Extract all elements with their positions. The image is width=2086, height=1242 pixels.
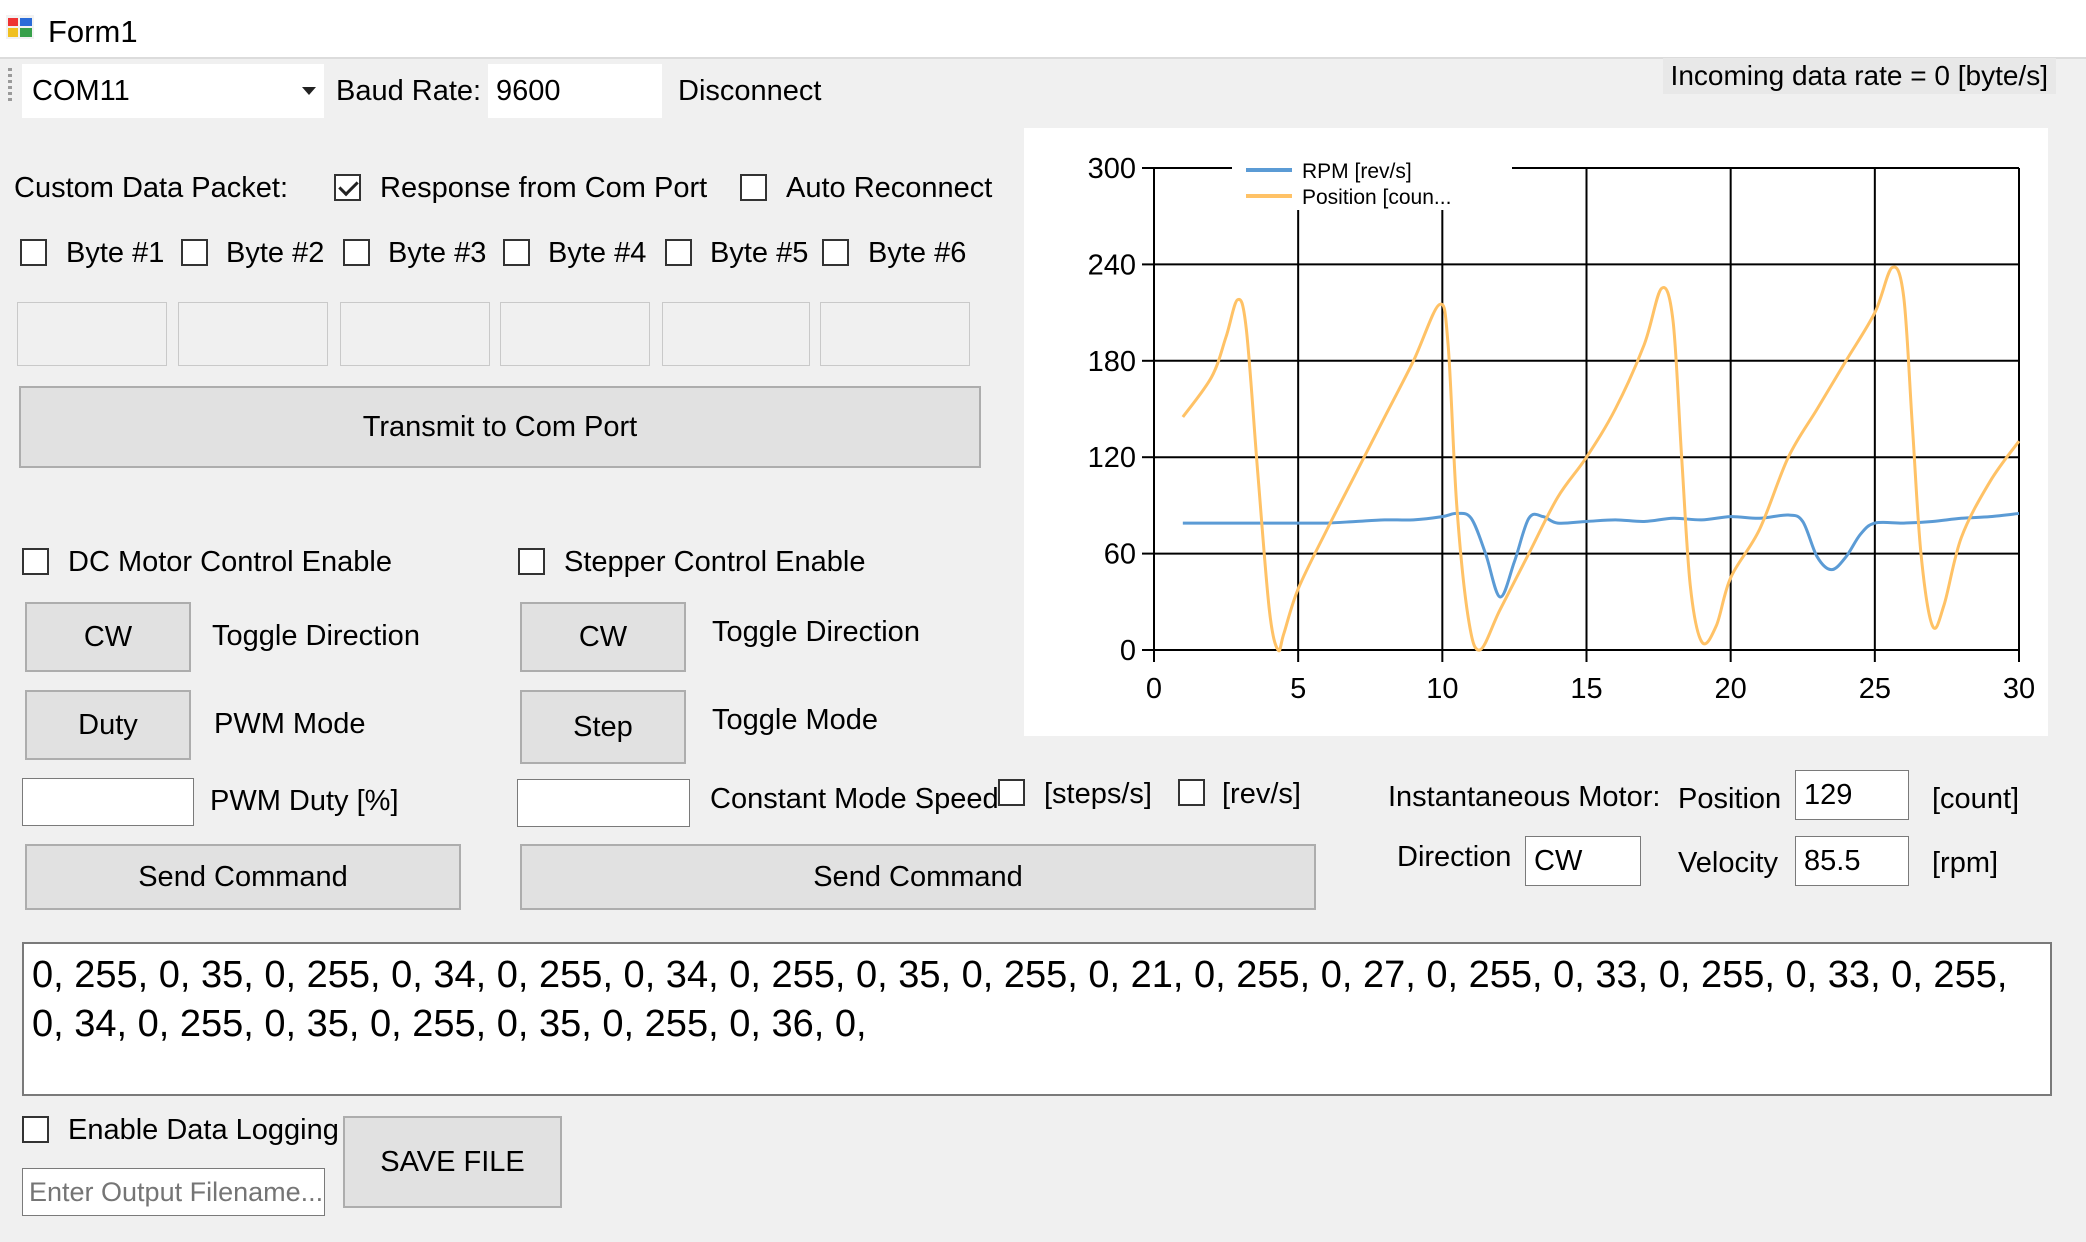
byte-1-label: Byte #1 <box>66 237 165 269</box>
velocity-readout: 85.5 <box>1795 836 1909 886</box>
byte-2-checkbox[interactable] <box>181 239 208 266</box>
byte-1-input[interactable] <box>17 302 167 366</box>
chevron-down-icon[interactable] <box>302 87 316 95</box>
constant-mode-speed-label: Constant Mode Speed <box>710 783 999 815</box>
enable-logging-checkbox[interactable] <box>22 1116 49 1143</box>
transmit-button[interactable]: Transmit to Com Port <box>19 386 981 468</box>
x-tick-label: 5 <box>1290 673 1306 705</box>
stepper-send-command-button[interactable]: Send Command <box>520 844 1316 910</box>
stepper-enable-checkbox[interactable] <box>518 548 545 575</box>
window-title: Form1 <box>48 14 138 49</box>
series-line-0 <box>1182 511 2020 599</box>
y-tick-label: 240 <box>1088 249 1136 281</box>
byte-5-label: Byte #5 <box>710 237 809 269</box>
byte-6-input[interactable] <box>820 302 970 366</box>
instantaneous-motor-label: Instantaneous Motor: <box>1388 781 1661 813</box>
byte-3-label: Byte #3 <box>388 237 487 269</box>
steps-per-second-checkbox[interactable] <box>998 779 1025 806</box>
toggle-mode-label: Toggle Mode <box>712 704 879 736</box>
incoming-data-rate-label: Incoming data rate = 0 [byte/s] <box>1662 58 2056 94</box>
y-tick-label: 120 <box>1088 442 1136 474</box>
motor-chart: 0 60 120 180 240 300 0 5 10 15 20 25 30 RPM [rev/s] Po… <box>1088 150 2035 705</box>
byte-4-label: Byte #4 <box>548 237 647 269</box>
title-bar: Form1 <box>0 0 2086 58</box>
custom-data-packet-label: Custom Data Packet: <box>14 172 288 204</box>
y-tick-label: 60 <box>1104 539 1136 571</box>
stepper-cw-button[interactable]: CW <box>520 602 686 672</box>
toolstrip-grip-icon[interactable] <box>8 68 12 104</box>
pwm-duty-label: PWM Duty [%] <box>210 785 399 817</box>
direction-readout: CW <box>1525 836 1641 886</box>
rev-per-second-checkbox[interactable] <box>1178 779 1205 806</box>
x-tick-label: 15 <box>1570 673 1602 705</box>
byte-6-label: Byte #6 <box>868 237 967 269</box>
output-filename-input[interactable] <box>22 1168 325 1216</box>
dc-enable-label: DC Motor Control Enable <box>68 546 392 578</box>
com-port-dropdown[interactable]: COM11 <box>22 64 324 118</box>
stepper-step-button[interactable]: Step <box>520 690 686 764</box>
stepper-enable-label: Stepper Control Enable <box>564 546 866 578</box>
pwm-duty-input[interactable] <box>22 778 194 826</box>
enable-logging-label: Enable Data Logging <box>68 1114 339 1146</box>
dc-send-command-button[interactable]: Send Command <box>25 844 461 910</box>
form-icon <box>6 15 34 39</box>
y-tick-label: 180 <box>1088 346 1136 378</box>
response-label: Response from Com Port <box>380 172 708 204</box>
position-value: 129 <box>1804 778 1853 811</box>
byte-1-checkbox[interactable] <box>20 239 47 266</box>
series-line-1 <box>1181 265 2021 653</box>
direction-value: CW <box>1534 844 1583 877</box>
byte-5-input[interactable] <box>662 302 810 366</box>
rev-per-second-label: [rev/s] <box>1222 778 1301 810</box>
y-tick-label: 0 <box>1120 635 1136 667</box>
dc-cw-button[interactable]: CW <box>25 602 191 672</box>
title-separator <box>0 57 2086 59</box>
rpm-unit-label: [rpm] <box>1932 847 1999 879</box>
com-port-value: COM11 <box>32 75 130 107</box>
response-checkbox[interactable] <box>334 174 361 201</box>
byte-2-input[interactable] <box>178 302 328 366</box>
baud-rate-value: 9600 <box>496 74 561 107</box>
y-tick-label: 300 <box>1088 153 1136 185</box>
x-tick-label: 20 <box>1715 673 1747 705</box>
position-readout: 129 <box>1795 770 1909 820</box>
baud-rate-label: Baud Rate: <box>336 75 482 107</box>
legend-label: RPM [rev/s] <box>1302 160 1412 183</box>
constant-speed-input[interactable] <box>517 779 690 827</box>
dc-enable-checkbox[interactable] <box>22 548 49 575</box>
chart-panel: 0 60 120 180 240 300 0 5 10 15 20 25 30 RPM [rev/s] Po… <box>1024 128 2048 736</box>
x-tick-label: 30 <box>2003 673 2035 705</box>
auto-reconnect-checkbox[interactable] <box>740 174 767 201</box>
byte-4-input[interactable] <box>500 302 650 366</box>
serial-output-textbox[interactable]: 0, 255, 0, 35, 0, 255, 0, 34, 0, 255, 0,… <box>22 942 2052 1096</box>
stepper-toggle-direction-label: Toggle Direction <box>712 616 920 648</box>
baud-rate-input[interactable]: 9600 <box>488 64 662 118</box>
legend-box <box>1232 150 1512 210</box>
direction-label: Direction <box>1397 841 1512 873</box>
x-tick-label: 10 <box>1426 673 1458 705</box>
steps-per-second-label: [steps/s] <box>1044 778 1152 810</box>
save-file-button[interactable]: SAVE FILE <box>343 1116 562 1208</box>
dc-toggle-direction-label: Toggle Direction <box>212 620 420 652</box>
disconnect-button[interactable]: Disconnect <box>678 75 822 107</box>
position-label: Position <box>1678 783 1782 815</box>
velocity-value: 85.5 <box>1804 844 1861 877</box>
count-unit-label: [count] <box>1932 783 2020 815</box>
byte-5-checkbox[interactable] <box>665 239 692 266</box>
byte-6-checkbox[interactable] <box>822 239 849 266</box>
byte-3-input[interactable] <box>340 302 490 366</box>
x-tick-label: 25 <box>1859 673 1891 705</box>
byte-2-label: Byte #2 <box>226 237 325 269</box>
legend-label: Position [coun... <box>1302 186 1451 209</box>
dc-duty-button[interactable]: Duty <box>25 690 191 760</box>
byte-4-checkbox[interactable] <box>503 239 530 266</box>
auto-reconnect-label: Auto Reconnect <box>786 172 993 204</box>
x-tick-label: 0 <box>1146 673 1162 705</box>
velocity-label: Velocity <box>1678 847 1778 879</box>
pwm-mode-label: PWM Mode <box>214 708 366 740</box>
byte-3-checkbox[interactable] <box>343 239 370 266</box>
